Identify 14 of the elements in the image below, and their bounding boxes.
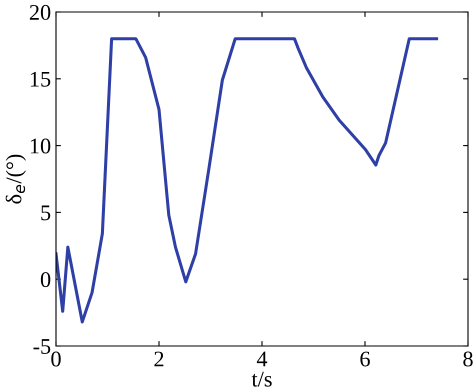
x-tick-label: 8 xyxy=(463,352,473,366)
x-tick-label: 2 xyxy=(154,352,164,366)
y-tick-label: 5 xyxy=(41,206,50,220)
y-tick-label: -5 xyxy=(33,339,50,354)
y-tick-label: 20 xyxy=(30,4,50,20)
x-tick-label: 6 xyxy=(360,352,370,366)
y-tick-label: 0 xyxy=(40,272,50,288)
x-tick-label: 0 xyxy=(51,352,61,366)
y-tick-label: 15 xyxy=(30,72,50,87)
y-tick-label: 10 xyxy=(30,138,50,154)
x-tick-label: 4 xyxy=(256,352,268,366)
x-axis-title: t/s xyxy=(252,372,272,387)
line-series xyxy=(56,37,438,324)
y-axis-title: δ$_{e}$/(°) xyxy=(6,154,26,204)
